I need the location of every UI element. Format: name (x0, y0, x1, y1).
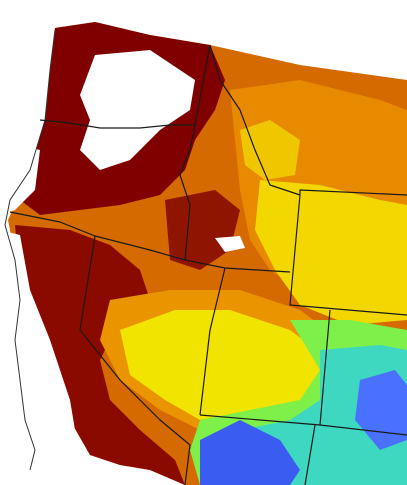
no-data-west (80, 50, 195, 170)
border-az-ut (199, 414, 407, 436)
region-yellow-central (120, 310, 330, 420)
border-az-nm (304, 424, 316, 485)
no-data-coast (0, 140, 40, 215)
border-nv-ut (199, 267, 226, 416)
no-data-coast-south (0, 230, 95, 485)
border-id-west (179, 44, 211, 261)
border-ut-co (319, 309, 331, 426)
border-ca-nv (79, 235, 191, 485)
border-wy (289, 189, 407, 316)
region-blue (200, 420, 300, 485)
border-wa-or (39, 119, 195, 129)
no-data-patch (215, 236, 245, 252)
region-yellow-north (240, 120, 300, 180)
region-yellow-east (255, 180, 407, 325)
region-dark-red-central (165, 190, 240, 270)
border-mt-id (209, 44, 301, 196)
